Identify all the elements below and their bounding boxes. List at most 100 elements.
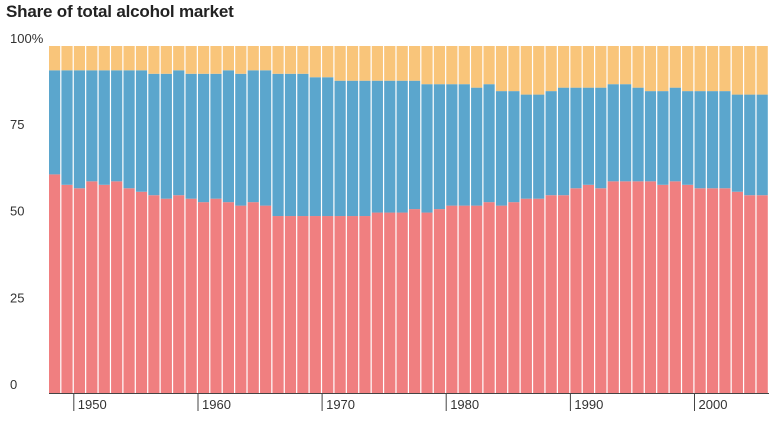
bar-1959-series-2 [185, 46, 197, 74]
bar-1953-series-2 [111, 46, 123, 71]
bar-1948-series-1 [49, 70, 61, 175]
bar-1999-series-0 [682, 184, 694, 393]
bar-1979-series-0 [433, 209, 446, 393]
bar-1992-series-1 [595, 87, 607, 189]
bar-1992-series-2 [595, 46, 607, 88]
bar-1991-series-2 [582, 46, 594, 88]
bar-1955-series-2 [135, 46, 148, 71]
bar-1975-series-1 [384, 80, 396, 213]
bar-1967-series-0 [284, 216, 297, 393]
bar-2004-series-0 [744, 195, 756, 393]
bar-1998-series-2 [669, 46, 681, 88]
bar-1960-series-2 [197, 46, 210, 74]
bar-1993-series-1 [607, 84, 619, 182]
bar-1948-series-0 [49, 174, 61, 393]
bar-1978-series-0 [421, 212, 433, 393]
bar-1953-series-1 [111, 70, 123, 182]
x-tick-label: 1950 [78, 397, 107, 412]
bar-1984-series-1 [495, 91, 508, 206]
bar-1965-series-1 [260, 70, 272, 206]
bar-2001-series-1 [706, 91, 719, 189]
bar-1955-series-1 [135, 70, 148, 192]
bar-1961-series-2 [210, 46, 222, 74]
bar-1969-series-2 [309, 46, 321, 78]
bar-2004-series-2 [744, 46, 756, 95]
bar-1997-series-1 [657, 91, 669, 185]
bar-1966-series-0 [272, 216, 284, 393]
bar-1996-series-2 [644, 46, 657, 92]
bar-2000-series-2 [694, 46, 706, 92]
bar-1987-series-1 [533, 94, 545, 199]
bar-1965-series-2 [260, 46, 272, 71]
bar-1956-series-1 [148, 73, 160, 196]
bar-1950-series-0 [73, 188, 86, 393]
y-tick-label: 25 [10, 290, 24, 305]
bar-1969-series-1 [309, 77, 321, 217]
y-tick-label: 50 [10, 204, 24, 219]
bar-1994-series-0 [620, 181, 632, 393]
bar-1973-series-2 [359, 46, 371, 81]
bar-1970-series-0 [322, 216, 334, 393]
bar-1999-series-2 [682, 46, 694, 92]
bar-1970-series-1 [322, 77, 334, 217]
bar-1990-series-0 [570, 188, 582, 393]
bar-1949-series-1 [61, 70, 73, 185]
bar-1998-series-0 [669, 181, 681, 393]
bar-1956-series-0 [148, 195, 160, 393]
bar-1962-series-1 [222, 70, 234, 203]
bar-1988-series-1 [545, 91, 557, 196]
y-tick-label: 0 [10, 377, 17, 392]
bar-1987-series-0 [533, 198, 545, 393]
bar-1965-series-0 [260, 205, 272, 393]
series-1 [49, 70, 768, 217]
bar-1971-series-0 [334, 216, 346, 393]
bar-1964-series-0 [247, 202, 259, 393]
bar-1963-series-2 [235, 46, 247, 74]
bar-1973-series-0 [359, 216, 371, 393]
y-tick-label: 75 [10, 117, 24, 132]
bar-1975-series-2 [384, 46, 396, 81]
bar-1962-series-0 [222, 202, 234, 393]
bar-1993-series-0 [607, 181, 619, 393]
bar-1966-series-2 [272, 46, 284, 74]
bar-1995-series-1 [632, 87, 644, 182]
bar-1954-series-2 [123, 46, 135, 71]
bar-2000-series-0 [694, 188, 706, 393]
bar-1961-series-0 [210, 198, 222, 393]
x-tick-label: 1980 [450, 397, 479, 412]
bar-1987-series-2 [533, 46, 545, 95]
y-tick-label: 100% [10, 31, 44, 46]
bar-1951-series-2 [86, 46, 98, 71]
bar-1983-series-1 [483, 84, 495, 203]
bar-1971-series-2 [334, 46, 346, 81]
bar-1980-series-1 [446, 84, 458, 206]
bar-1952-series-0 [98, 184, 110, 393]
bar-1958-series-2 [173, 46, 185, 71]
bar-1948-series-2 [49, 46, 61, 71]
x-tick-label: 1990 [574, 397, 603, 412]
bar-1967-series-1 [284, 73, 297, 217]
bar-1951-series-0 [86, 181, 98, 393]
bar-1985-series-2 [508, 46, 520, 92]
bar-2000-series-1 [694, 91, 706, 189]
bar-1960-series-0 [197, 202, 210, 393]
bar-1997-series-2 [657, 46, 669, 92]
bar-1977-series-1 [409, 80, 421, 210]
series-2 [49, 46, 768, 95]
x-tick-label: 1960 [202, 397, 231, 412]
chart-title: Share of total alcohol market [6, 2, 234, 21]
bar-1972-series-0 [346, 216, 359, 393]
bar-1968-series-2 [297, 46, 309, 74]
bar-1975-series-0 [384, 212, 396, 393]
bar-1952-series-1 [98, 70, 110, 185]
bar-1953-series-0 [111, 181, 123, 393]
bar-1970-series-2 [322, 46, 334, 78]
bar-1954-series-0 [123, 188, 135, 393]
bar-1985-series-0 [508, 202, 520, 393]
bar-1955-series-0 [135, 191, 148, 393]
bar-1989-series-2 [557, 46, 570, 88]
bar-1989-series-0 [557, 195, 570, 393]
bar-2002-series-1 [719, 91, 731, 189]
bar-1971-series-1 [334, 80, 346, 217]
